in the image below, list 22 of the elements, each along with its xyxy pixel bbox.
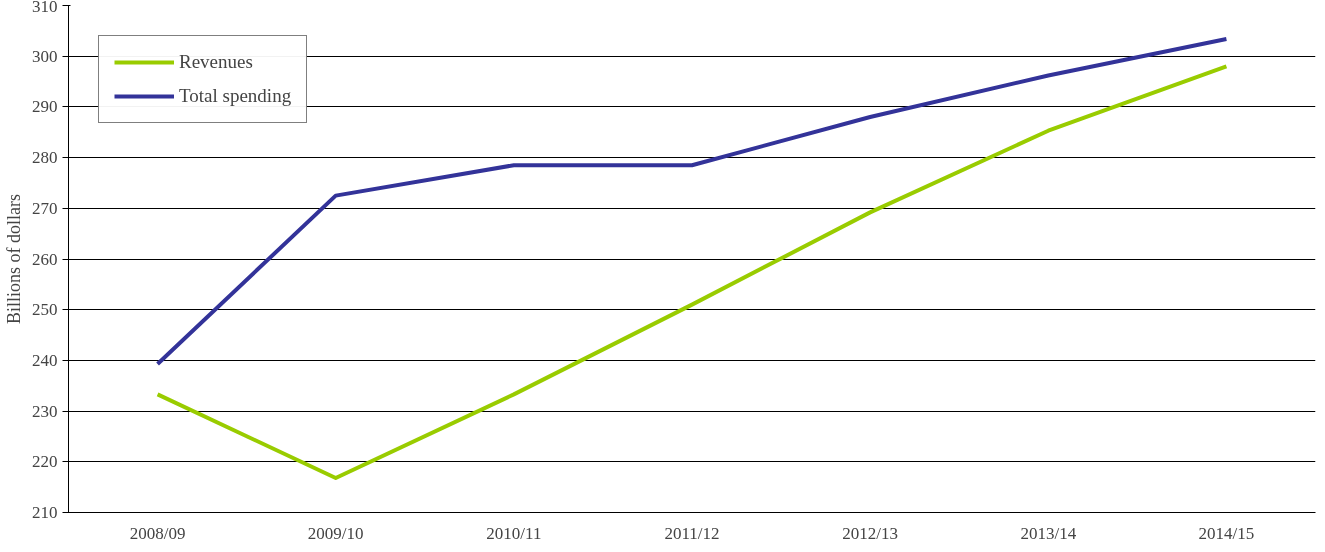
y-tick-label: 230 xyxy=(32,401,58,421)
y-tick-label: 260 xyxy=(32,249,58,269)
y-axis-title: Billions of dollars xyxy=(4,194,24,324)
y-tick-label: 240 xyxy=(32,350,58,370)
x-tick-label: 2008/09 xyxy=(129,523,186,543)
legend-label: Revenues xyxy=(179,51,253,73)
x-tick-label: 2012/13 xyxy=(842,523,899,543)
y-tick-label: 270 xyxy=(32,198,58,218)
legend-label: Total spending xyxy=(179,85,292,107)
y-tick-label: 280 xyxy=(32,148,58,168)
y-tick-label: 310 xyxy=(32,0,58,16)
y-tick-label: 210 xyxy=(32,503,58,522)
x-tick-label: 2014/15 xyxy=(1198,523,1255,543)
x-tick-label: 2013/14 xyxy=(1020,523,1077,543)
x-tick-label: 2010/11 xyxy=(486,523,542,543)
y-tick-label: 250 xyxy=(32,300,58,320)
line-series xyxy=(155,36,1229,366)
y-tick-label: 220 xyxy=(32,452,58,472)
y-tick-label: 290 xyxy=(32,97,58,117)
y-tick-label: 300 xyxy=(32,46,58,66)
x-tick-label: 2009/10 xyxy=(307,523,364,543)
x-tick-label: 2011/12 xyxy=(664,523,720,543)
